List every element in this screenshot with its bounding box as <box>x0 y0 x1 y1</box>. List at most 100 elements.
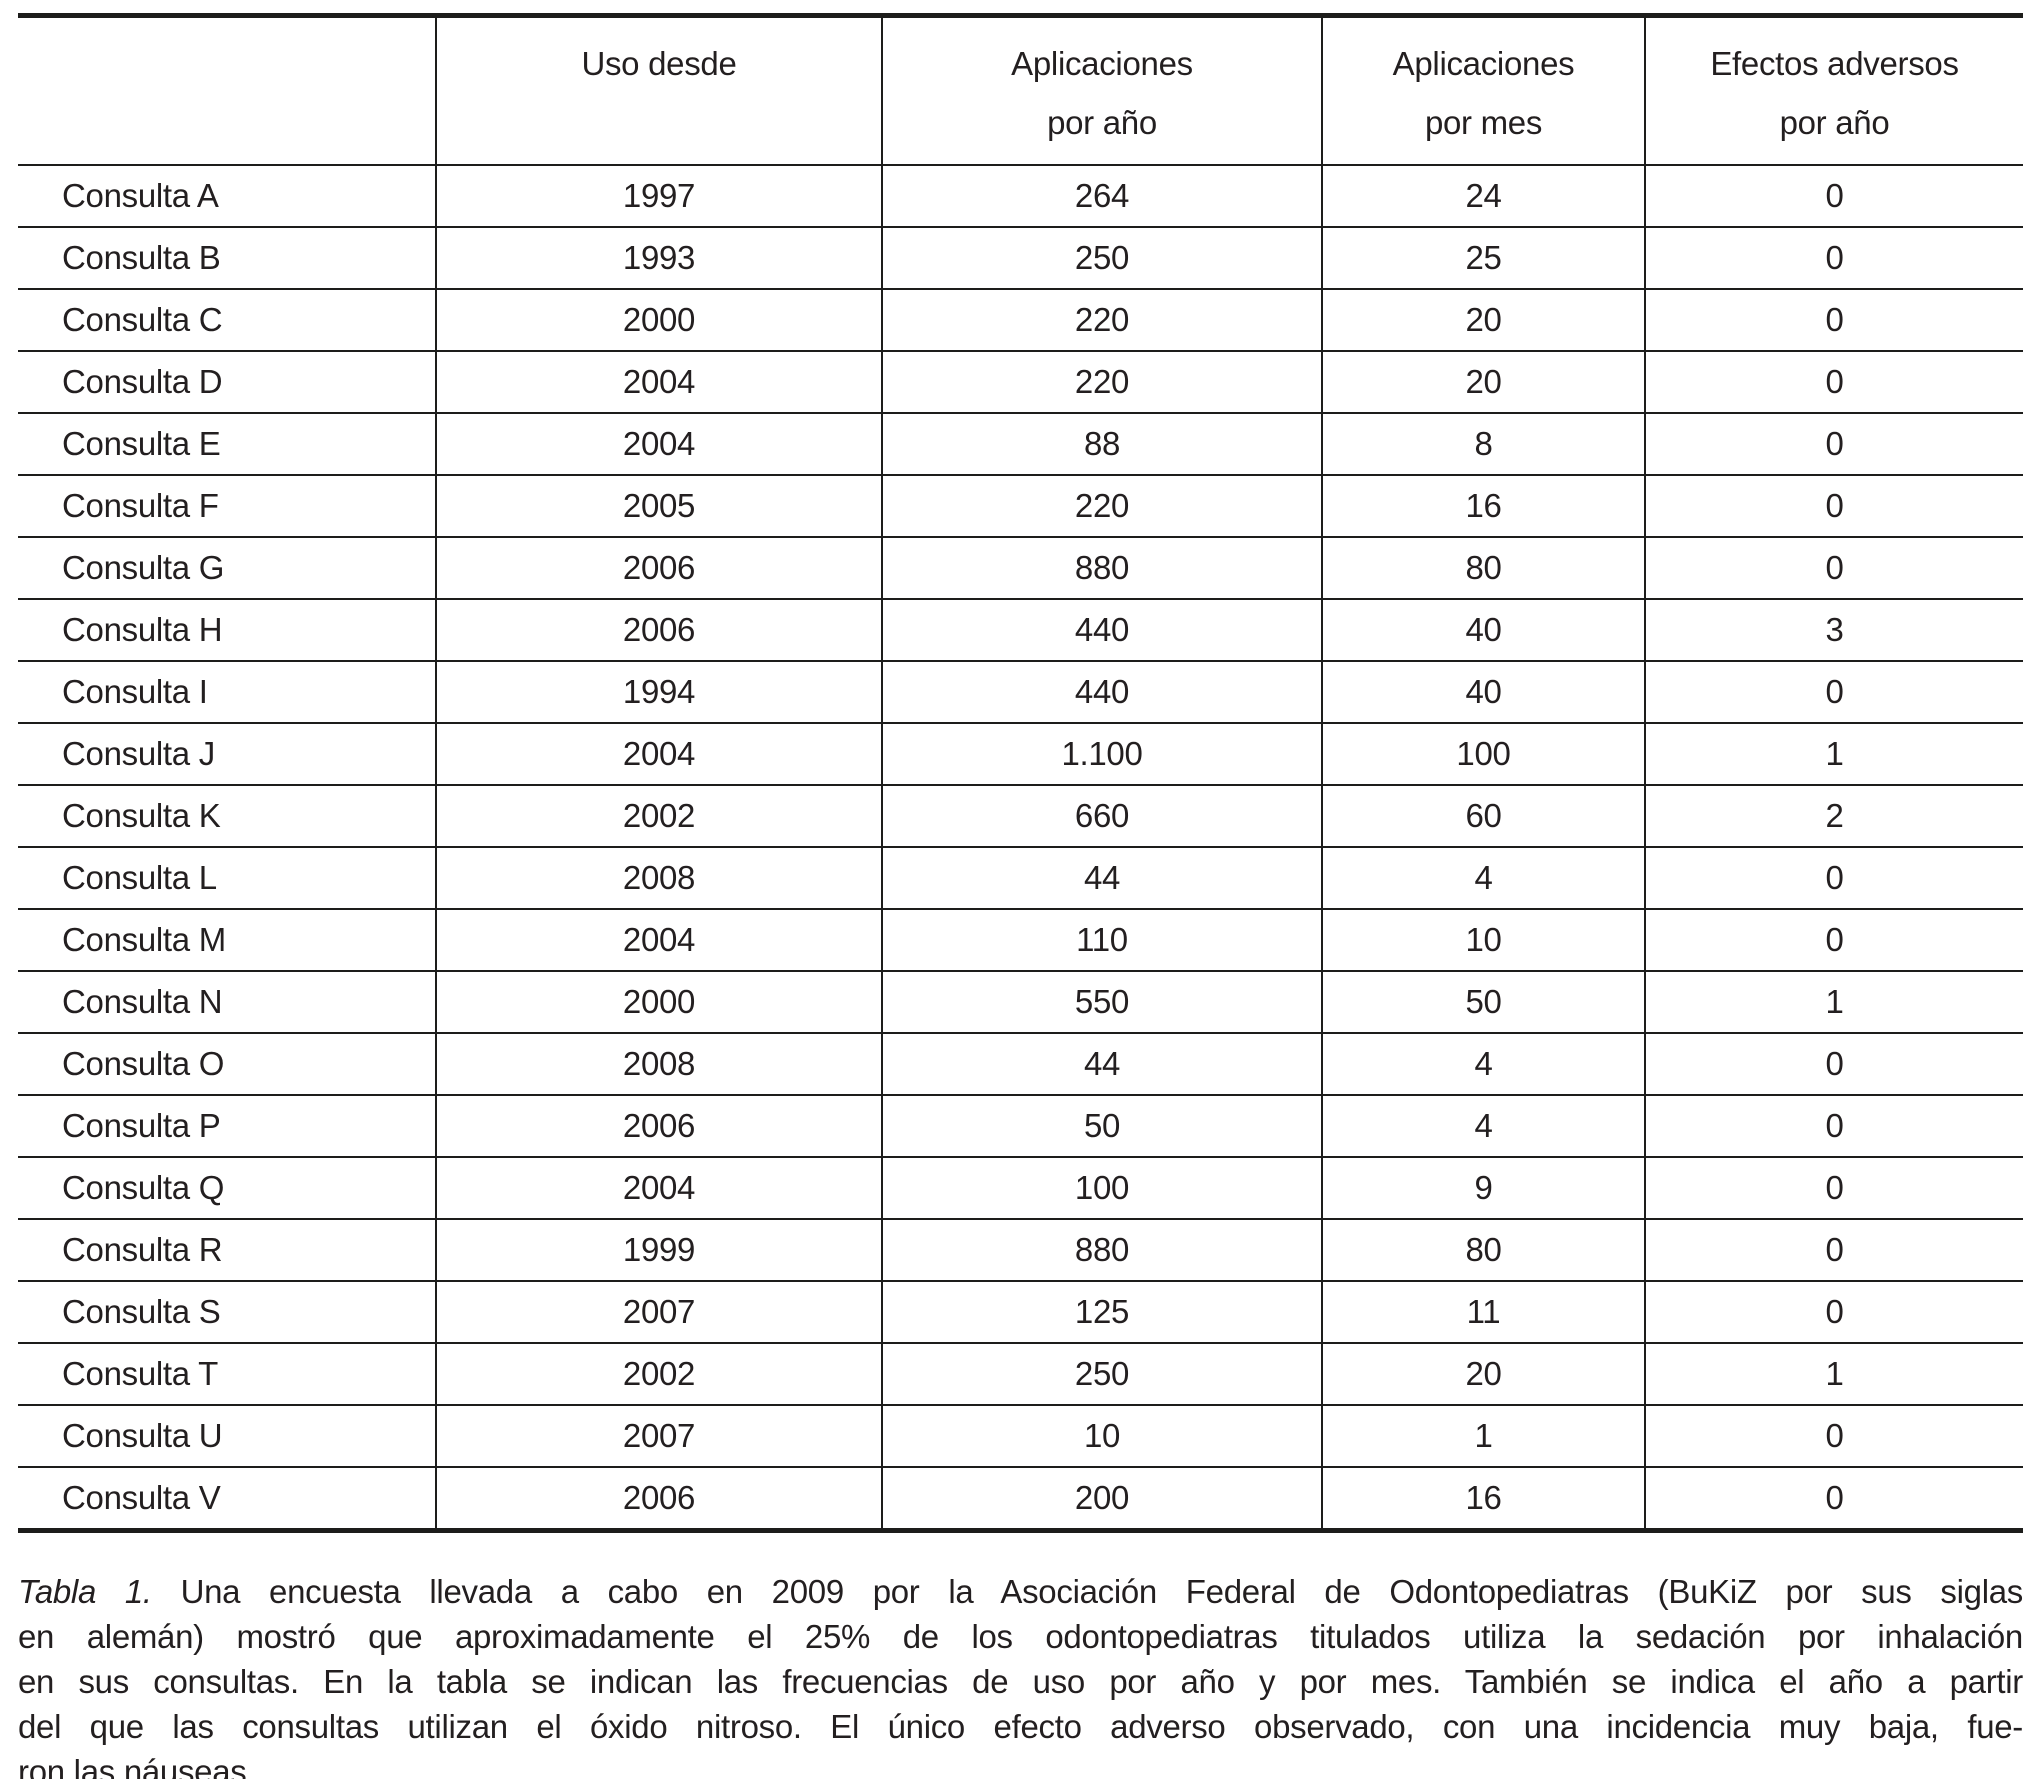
aplicaciones-por-ano-cell: 100 <box>881 1156 1322 1219</box>
table-row: Consulta D 2004 220 20 0 <box>18 350 2023 413</box>
table-row: Consulta V 2006 200 16 0 <box>18 1466 2023 1531</box>
row-label-cell: Consulta C <box>18 288 436 351</box>
header-cell-aplicaciones-por-ano: Aplicaciones por año <box>881 15 1322 165</box>
row-label-cell: Consulta B <box>18 226 436 289</box>
aplicaciones-por-ano-cell: 264 <box>881 164 1322 227</box>
efectos-adversos-cell: 0 <box>1644 412 2023 475</box>
header-cell-aplicaciones-por-mes: Aplicaciones por mes <box>1321 15 1645 165</box>
uso-desde-cell: 2004 <box>435 908 882 971</box>
table-row: Consulta P 2006 50 4 0 <box>18 1094 2023 1157</box>
aplicaciones-por-mes-cell: 60 <box>1321 784 1645 847</box>
uso-desde-cell: 1999 <box>435 1218 882 1281</box>
efectos-adversos-cell: 0 <box>1644 536 2023 599</box>
header-cell-uso-desde: Uso desde <box>435 15 882 165</box>
aplicaciones-por-mes-cell: 80 <box>1321 1218 1645 1281</box>
table-row: Consulta L 2008 44 4 0 <box>18 846 2023 909</box>
row-label-cell: Consulta U <box>18 1404 436 1467</box>
aplicaciones-por-ano-cell: 550 <box>881 970 1322 1033</box>
row-label-cell: Consulta L <box>18 846 436 909</box>
row-label-cell: Consulta V <box>18 1466 436 1531</box>
aplicaciones-por-mes-cell: 80 <box>1321 536 1645 599</box>
uso-desde-cell: 1994 <box>435 660 882 723</box>
efectos-adversos-cell: 0 <box>1644 288 2023 351</box>
aplicaciones-por-mes-cell: 4 <box>1321 846 1645 909</box>
efectos-adversos-cell: 0 <box>1644 846 2023 909</box>
aplicaciones-por-mes-cell: 24 <box>1321 164 1645 227</box>
uso-desde-cell: 2006 <box>435 1094 882 1157</box>
caption-table-label: Tabla 1. <box>18 1573 152 1610</box>
table-row: Consulta A 1997 264 24 0 <box>18 164 2023 227</box>
aplicaciones-por-ano-cell: 88 <box>881 412 1322 475</box>
aplicaciones-por-mes-cell: 40 <box>1321 660 1645 723</box>
uso-desde-cell: 2000 <box>435 288 882 351</box>
table-row: Consulta J 2004 1.100 100 1 <box>18 722 2023 785</box>
header-cell-rowlabel <box>18 16 436 166</box>
uso-desde-cell: 2002 <box>435 784 882 847</box>
table-row: Consulta M 2004 110 10 0 <box>18 908 2023 971</box>
table-row: Consulta O 2008 44 4 0 <box>18 1032 2023 1095</box>
uso-desde-cell: 2006 <box>435 536 882 599</box>
header-line2: por año <box>1779 104 1890 141</box>
table-row: Consulta F 2005 220 16 0 <box>18 474 2023 537</box>
row-label-cell: Consulta Q <box>18 1156 436 1219</box>
aplicaciones-por-mes-cell: 16 <box>1321 1466 1645 1531</box>
row-label-cell: Consulta O <box>18 1032 436 1095</box>
aplicaciones-por-ano-cell: 44 <box>881 846 1322 909</box>
aplicaciones-por-ano-cell: 200 <box>881 1466 1322 1531</box>
uso-desde-cell: 2006 <box>435 598 882 661</box>
table-row: Consulta R 1999 880 80 0 <box>18 1218 2023 1281</box>
header-line1: Aplicaciones <box>1392 45 1575 82</box>
efectos-adversos-cell: 0 <box>1644 1156 2023 1219</box>
efectos-adversos-cell: 0 <box>1644 1094 2023 1157</box>
uso-desde-cell: 2005 <box>435 474 882 537</box>
caption-line: ron las náuseas <box>18 1753 247 1779</box>
uso-desde-cell: 2006 <box>435 1466 882 1531</box>
row-label-cell: Consulta I <box>18 660 436 723</box>
row-label-cell: Consulta D <box>18 350 436 413</box>
row-label-cell: Consulta T <box>18 1342 436 1405</box>
aplicaciones-por-mes-cell: 25 <box>1321 226 1645 289</box>
caption-line: Tabla 1. Una encuesta llevada a cabo en … <box>18 1569 2023 1614</box>
efectos-adversos-cell: 0 <box>1644 1404 2023 1467</box>
aplicaciones-por-ano-cell: 220 <box>881 474 1322 537</box>
header-line1: Aplicaciones <box>1011 45 1193 82</box>
row-label-cell: Consulta E <box>18 412 436 475</box>
caption-line: del que las consultas utilizan el óxido … <box>18 1708 2023 1745</box>
row-label-cell: Consulta N <box>18 970 436 1033</box>
aplicaciones-por-mes-cell: 4 <box>1321 1032 1645 1095</box>
row-label-cell: Consulta K <box>18 784 436 847</box>
table-row: Consulta I 1994 440 40 0 <box>18 660 2023 723</box>
row-label-cell: Consulta R <box>18 1218 436 1281</box>
efectos-adversos-cell: 3 <box>1644 598 2023 661</box>
table-row: Consulta K 2002 660 60 2 <box>18 784 2023 847</box>
aplicaciones-por-ano-cell: 110 <box>881 908 1322 971</box>
aplicaciones-por-ano-cell: 440 <box>881 660 1322 723</box>
aplicaciones-por-mes-cell: 40 <box>1321 598 1645 661</box>
aplicaciones-por-mes-cell: 100 <box>1321 722 1645 785</box>
efectos-adversos-cell: 1 <box>1644 1342 2023 1405</box>
efectos-adversos-cell: 0 <box>1644 164 2023 227</box>
row-label-cell: Consulta S <box>18 1280 436 1343</box>
aplicaciones-por-ano-cell: 250 <box>881 1342 1322 1405</box>
header-cell-efectos-adversos: Efectos adversos por año <box>1644 15 2023 165</box>
row-label-cell: Consulta H <box>18 598 436 661</box>
table-header: Uso desde Aplicaciones por año Aplicacio… <box>18 15 2023 166</box>
caption-line: en sus consultas. En la tabla se indican… <box>18 1663 2023 1700</box>
efectos-adversos-cell: 0 <box>1644 1280 2023 1343</box>
table-row: Consulta H 2006 440 40 3 <box>18 598 2023 661</box>
efectos-adversos-cell: 2 <box>1644 784 2023 847</box>
consultas-table: Uso desde Aplicaciones por año Aplicacio… <box>18 13 2023 1533</box>
uso-desde-cell: 2004 <box>435 722 882 785</box>
table-row: Consulta G 2006 880 80 0 <box>18 536 2023 599</box>
efectos-adversos-cell: 0 <box>1644 908 2023 971</box>
efectos-adversos-cell: 1 <box>1644 722 2023 785</box>
aplicaciones-por-ano-cell: 880 <box>881 536 1322 599</box>
aplicaciones-por-ano-cell: 220 <box>881 288 1322 351</box>
uso-desde-cell: 2000 <box>435 970 882 1033</box>
aplicaciones-por-mes-cell: 20 <box>1321 1342 1645 1405</box>
table-row: Consulta E 2004 88 8 0 <box>18 412 2023 475</box>
uso-desde-cell: 2008 <box>435 846 882 909</box>
table-caption: Tabla 1. Una encuesta llevada a cabo en … <box>18 1569 2023 1779</box>
efectos-adversos-cell: 0 <box>1644 1218 2023 1281</box>
